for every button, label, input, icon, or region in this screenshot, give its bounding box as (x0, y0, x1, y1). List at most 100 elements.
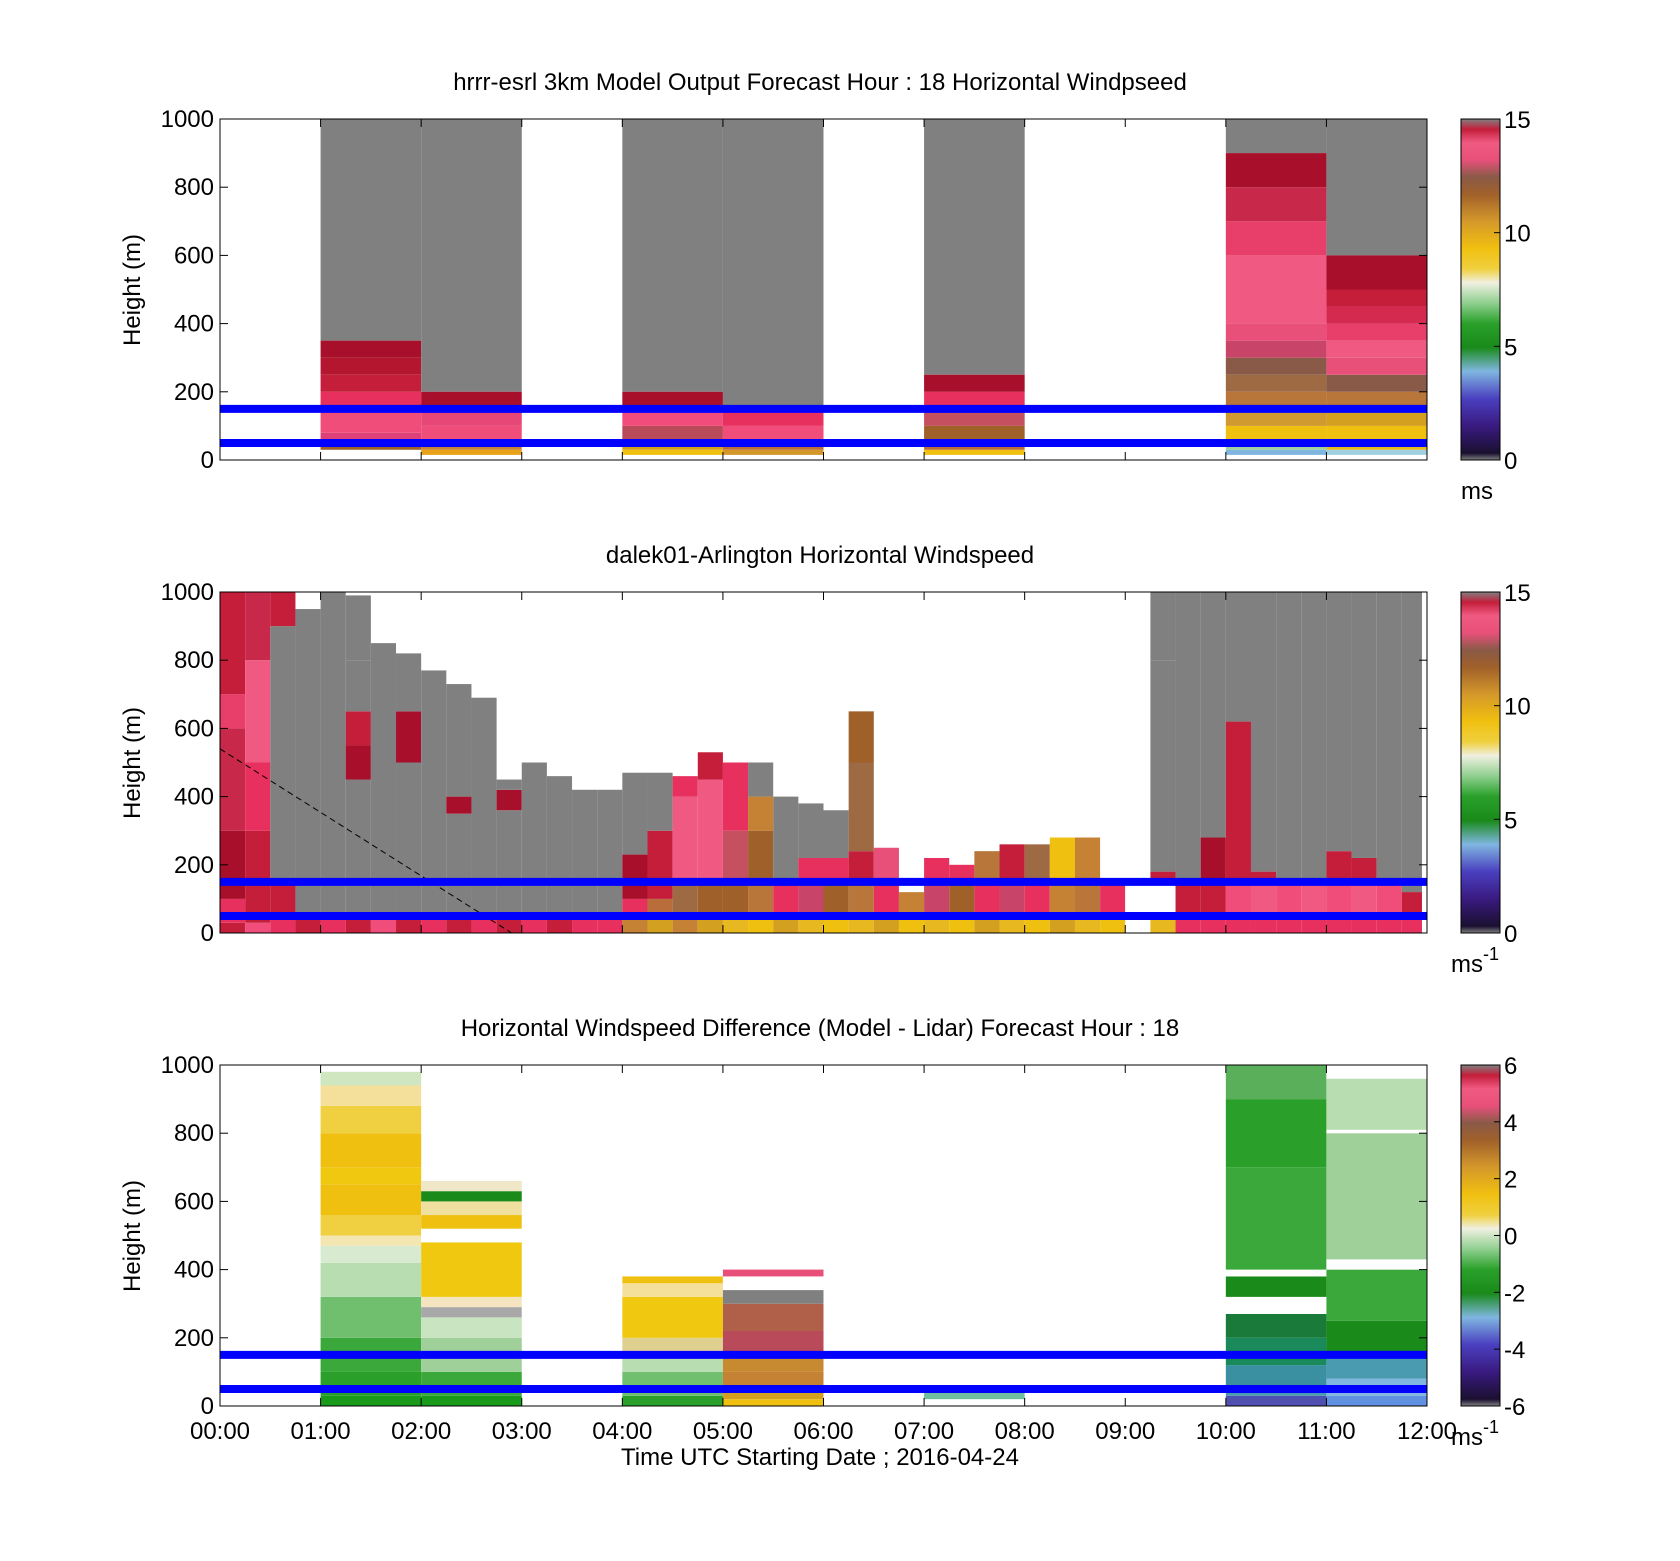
heatmap-cell (1225, 721, 1251, 886)
panel-lidar: dalek01-Arlington Horizontal Windspeed 0… (119, 542, 1531, 978)
heatmap-cell (1301, 919, 1327, 933)
y-tick-label: 1000 (161, 579, 214, 606)
heatmap-cell (1250, 592, 1277, 872)
heatmap-cell (1125, 919, 1151, 933)
heatmap-cell (1175, 919, 1201, 933)
x-tick-label: 12:00 (1397, 1418, 1457, 1445)
heatmap-cell (622, 1337, 723, 1355)
heatmap-cell (421, 408, 522, 426)
heatmap-cell (370, 643, 397, 920)
heatmap-cell (622, 1354, 723, 1372)
data-column (949, 864, 975, 933)
data-column (320, 119, 422, 460)
x-tick-label: 03:00 (492, 1418, 552, 1445)
colorbar-tick-label: 0 (1504, 921, 1517, 948)
heatmap-cell (320, 357, 422, 375)
colorbar-tick-label: 5 (1504, 334, 1517, 361)
heatmap-cell (245, 762, 271, 831)
heatmap-cell (1326, 454, 1427, 460)
heatmap-cell (320, 1071, 422, 1086)
heatmap-cell (1225, 1395, 1327, 1406)
data-column (873, 847, 899, 933)
heatmap-cell (320, 919, 346, 933)
heatmap-cell (396, 919, 422, 933)
heatmap-cell (924, 919, 950, 933)
data-column (974, 851, 1000, 933)
heatmap-cell (421, 1180, 522, 1192)
data-column (622, 772, 648, 933)
data-column (1250, 592, 1277, 933)
heatmap-cell (722, 449, 824, 455)
data-column (1225, 592, 1251, 933)
missing-data-cell (320, 119, 422, 341)
heatmap-cell (345, 595, 371, 661)
heatmap-cell (471, 919, 497, 933)
heatmap-cell (1225, 221, 1327, 256)
heatmap-cell (220, 694, 246, 729)
y-tick-label: 800 (174, 1120, 214, 1147)
panel-model-colorbar: 0 5 10 15 ms (1460, 107, 1531, 505)
data-column (748, 762, 774, 933)
heatmap-cell (773, 919, 799, 933)
x-tick-label: 07:00 (894, 1418, 954, 1445)
heatmap-cell (320, 1167, 422, 1185)
heatmap-cell (320, 1105, 422, 1134)
heatmap-cell (496, 919, 522, 933)
y-tick-label: 400 (174, 311, 214, 338)
data-column (270, 592, 296, 933)
y-tick-label: 400 (174, 784, 214, 811)
heatmap-cell (1100, 919, 1126, 933)
heatmap-cell (521, 762, 547, 920)
data-column (1225, 119, 1327, 460)
heatmap-cell (924, 374, 1025, 392)
heatmap-cell (320, 432, 422, 443)
heatmap-cell (546, 919, 573, 933)
heatmap-cell (1225, 1269, 1327, 1277)
heatmap-cell (1049, 837, 1075, 886)
data-column (396, 653, 422, 933)
heatmap-cell (1326, 1358, 1427, 1379)
heatmap-cell (396, 762, 422, 920)
heatmap-cell (421, 1395, 522, 1406)
colorbar-tick-label: 10 (1504, 221, 1531, 248)
heatmap-cell (295, 609, 321, 920)
heatmap-cell (421, 454, 522, 460)
heatmap-cell (446, 813, 472, 920)
heatmap-cell (597, 789, 623, 920)
panel-lidar-plot: 0 200 400 600 800 1000 (161, 579, 1428, 947)
heatmap-cell (421, 919, 447, 933)
heatmap-cell (572, 919, 598, 933)
data-column (898, 878, 925, 933)
heatmap-cell (320, 449, 422, 455)
colorbar-tick-label: -6 (1504, 1394, 1525, 1421)
heatmap-cell (622, 408, 723, 426)
heatmap-cell (245, 830, 271, 923)
data-column (295, 609, 321, 933)
panel-model-plot: 0 200 400 600 800 1000 (161, 106, 1428, 474)
missing-data-cell (722, 119, 824, 409)
heatmap-cell (421, 1317, 522, 1338)
heatmap-cell (848, 711, 874, 763)
heatmap-cell (949, 919, 975, 933)
heatmap-cell (320, 1235, 422, 1246)
x-tick-label: 01:00 (291, 1418, 351, 1445)
heatmap-cell (647, 830, 673, 899)
heatmap-cell (396, 711, 422, 763)
data-column (521, 762, 547, 933)
missing-data-cell (421, 119, 522, 392)
heatmap-cell (773, 796, 799, 886)
data-column (421, 119, 522, 460)
heatmap-cell (1225, 592, 1251, 722)
x-tick-label: 11:00 (1297, 1418, 1355, 1445)
heatmap-cell (1074, 919, 1101, 933)
data-column (546, 776, 573, 933)
y-tick-label: 600 (174, 715, 214, 742)
heatmap-cell (320, 1133, 422, 1168)
heatmap-cell (1301, 592, 1327, 886)
heatmap-cell (270, 626, 296, 886)
heatmap-cell (1225, 919, 1251, 933)
heatmap-cell (1074, 837, 1101, 886)
panel-model: hrrr-esrl 3km Model Output Forecast Hour… (119, 69, 1531, 505)
heatmap-cell (1150, 592, 1176, 661)
heatmap-cell (1326, 1129, 1427, 1134)
